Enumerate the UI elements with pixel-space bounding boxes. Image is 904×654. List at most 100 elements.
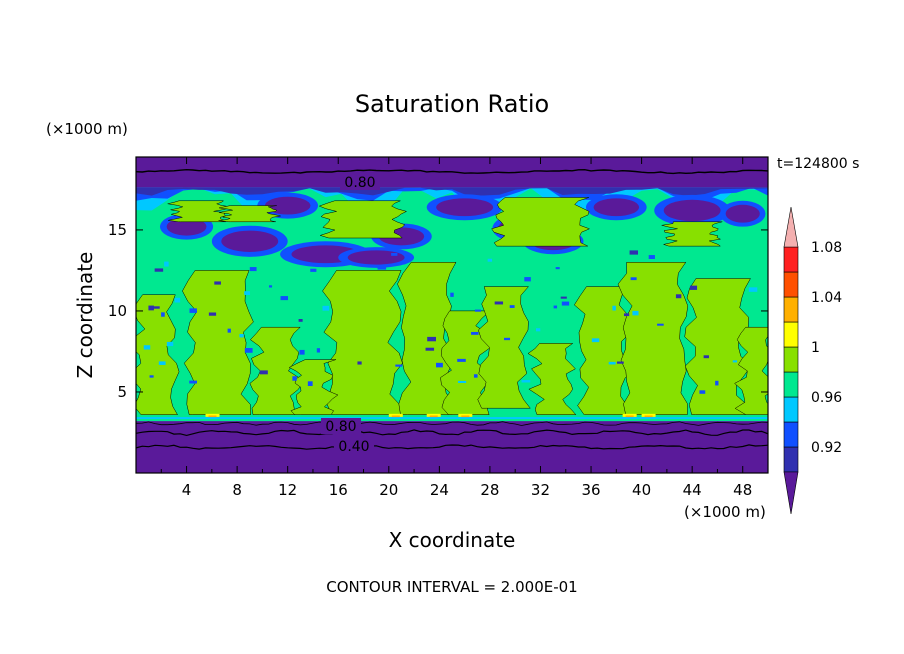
- field-cell: [391, 253, 398, 256]
- field-cell: [657, 323, 664, 326]
- field-cell: [322, 270, 403, 415]
- field-cell: [450, 292, 454, 297]
- contour-label: 0.80: [325, 419, 356, 435]
- field-cell: [629, 250, 639, 255]
- field-cell: [561, 301, 570, 306]
- colorbar-top-arrow: [783, 206, 799, 248]
- field-cell: [616, 361, 624, 364]
- field-cell: [182, 270, 254, 415]
- field-cell: [318, 200, 408, 239]
- field-cell: [218, 205, 281, 223]
- x-tick-label: 20: [379, 481, 398, 499]
- time-label: t=124800 s: [777, 156, 859, 172]
- field-cell: [458, 380, 467, 384]
- contour-label-bg: [334, 438, 374, 454]
- field-cell: [644, 415, 653, 418]
- field-cell: [732, 360, 738, 363]
- colorbar: 0.92 0.96 1 1.04 1.08: [783, 206, 842, 515]
- field-cell: [524, 277, 531, 282]
- field-cell: [623, 313, 630, 317]
- field-cell: [259, 370, 268, 375]
- field-cell: [427, 336, 436, 342]
- field-cell: [715, 380, 719, 386]
- field-cell: [239, 333, 244, 338]
- x-tick-label: 24: [430, 481, 449, 499]
- field-cell: [461, 415, 470, 418]
- contour-line: [136, 444, 768, 450]
- field-cell: [288, 359, 339, 415]
- field-cell: [167, 200, 231, 223]
- field-cell: [684, 278, 752, 415]
- field-cell: [457, 358, 466, 362]
- field-cell: [268, 285, 273, 288]
- field-cell: [477, 286, 531, 409]
- x-tick-label: 36: [581, 481, 600, 499]
- field-cell: [553, 305, 558, 309]
- contour-line: [136, 421, 768, 426]
- field-cell: [436, 198, 494, 217]
- x-axis-label: X coordinate: [389, 528, 516, 552]
- field-cell: [143, 345, 151, 350]
- plot-frame: [135, 156, 769, 474]
- field-cell: [608, 361, 616, 365]
- colorbar-swatch: [783, 321, 799, 348]
- field-cell: [429, 415, 438, 418]
- colorbar-swatch: [783, 371, 799, 398]
- colorbar-bottom-arrow: [783, 471, 799, 515]
- colorbar-label: 0.96: [811, 390, 842, 406]
- field-cell: [189, 308, 197, 313]
- field-cell: [152, 306, 160, 309]
- field-cell: [426, 413, 441, 417]
- field-cell: [617, 262, 689, 415]
- field-cell: [395, 364, 403, 367]
- field-cell: [244, 348, 253, 353]
- field-cell: [725, 204, 760, 223]
- colorbar-swatch: [783, 296, 799, 323]
- field-cell: [148, 305, 154, 311]
- field-cell: [161, 312, 165, 317]
- field-cell: [310, 268, 317, 272]
- field-cell: [591, 338, 600, 343]
- field-cell: [474, 309, 482, 312]
- field-cell: [504, 337, 511, 341]
- field-cell: [630, 277, 637, 281]
- field-cell: [154, 268, 164, 272]
- field-cell: [249, 267, 257, 272]
- field-cell: [166, 217, 207, 236]
- contour-label: 0.40: [338, 439, 369, 455]
- y-axis-label: Z coordinate: [73, 252, 97, 379]
- colorbar-swatch: [783, 246, 799, 273]
- x-tick-label: 16: [329, 481, 348, 499]
- x-tick-label: 8: [232, 481, 242, 499]
- field-cell: [189, 380, 197, 384]
- field-cell: [593, 198, 640, 217]
- field-cell: [491, 197, 591, 247]
- field-cell: [166, 341, 174, 347]
- field-cell: [425, 347, 435, 351]
- field-cell: [555, 267, 560, 270]
- field-cell: [377, 266, 387, 270]
- contour-line: [136, 429, 768, 437]
- field-cell: [748, 287, 758, 292]
- field-cell: [436, 362, 443, 368]
- field-cell: [149, 375, 154, 378]
- colorbar-swatch: [783, 271, 799, 298]
- field-cell: [347, 250, 405, 265]
- field-cell: [641, 413, 656, 417]
- field-cell: [307, 381, 313, 387]
- field-cell: [689, 285, 698, 290]
- colorbar-label: 0.92: [811, 440, 842, 456]
- colorbar-swatch: [783, 396, 799, 423]
- field-cell: [136, 187, 768, 196]
- field-cell: [458, 413, 473, 417]
- field-cell: [473, 374, 478, 378]
- field-cell: [208, 415, 217, 418]
- field-cell: [527, 343, 577, 415]
- colorbar-label: 1.08: [811, 240, 842, 256]
- field-cell: [535, 328, 541, 332]
- contour-label-bg: [321, 418, 361, 434]
- chart-title: Saturation Ratio: [355, 90, 549, 118]
- colorbar-swatch: [783, 421, 799, 448]
- y-tick-label: 5: [117, 383, 127, 401]
